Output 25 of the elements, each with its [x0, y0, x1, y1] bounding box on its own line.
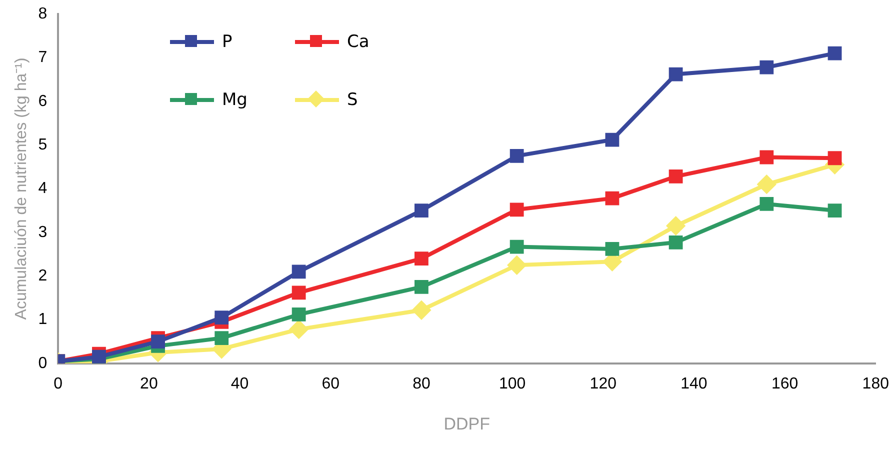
- y-axis-title: Acumulaciuón de nutrientes (kg ha⁻¹): [13, 58, 30, 320]
- y-tick-label: 5: [38, 136, 48, 154]
- legend-label: P: [222, 32, 232, 52]
- legend-label: Ca: [347, 32, 370, 52]
- x-tick-label: 80: [412, 375, 430, 392]
- y-tick-label: 2: [38, 267, 48, 284]
- x-tick-label: 0: [54, 375, 63, 392]
- x-axis-title: DDPF: [444, 414, 490, 434]
- x-tick-label: 60: [322, 375, 340, 392]
- x-tick-label: 180: [862, 375, 890, 392]
- y-tick-label: 0: [38, 354, 48, 372]
- y-tick-label: 7: [38, 49, 48, 66]
- x-tick-label: 120: [590, 375, 617, 392]
- x-tick-label: 140: [680, 375, 708, 392]
- legend-label: Mg: [222, 90, 248, 110]
- y-tick-label: 4: [38, 180, 48, 198]
- legend-label: S: [347, 90, 358, 110]
- y-tick-label: 6: [38, 92, 48, 110]
- x-tick-label: 40: [230, 375, 249, 392]
- y-tick-label: 3: [38, 224, 48, 241]
- y-tick-label: 1: [38, 311, 48, 328]
- x-tick-label: 100: [498, 375, 526, 392]
- x-tick-label: 160: [771, 375, 798, 392]
- x-tick-label: 20: [140, 375, 158, 392]
- y-tick-label: 8: [38, 5, 48, 22]
